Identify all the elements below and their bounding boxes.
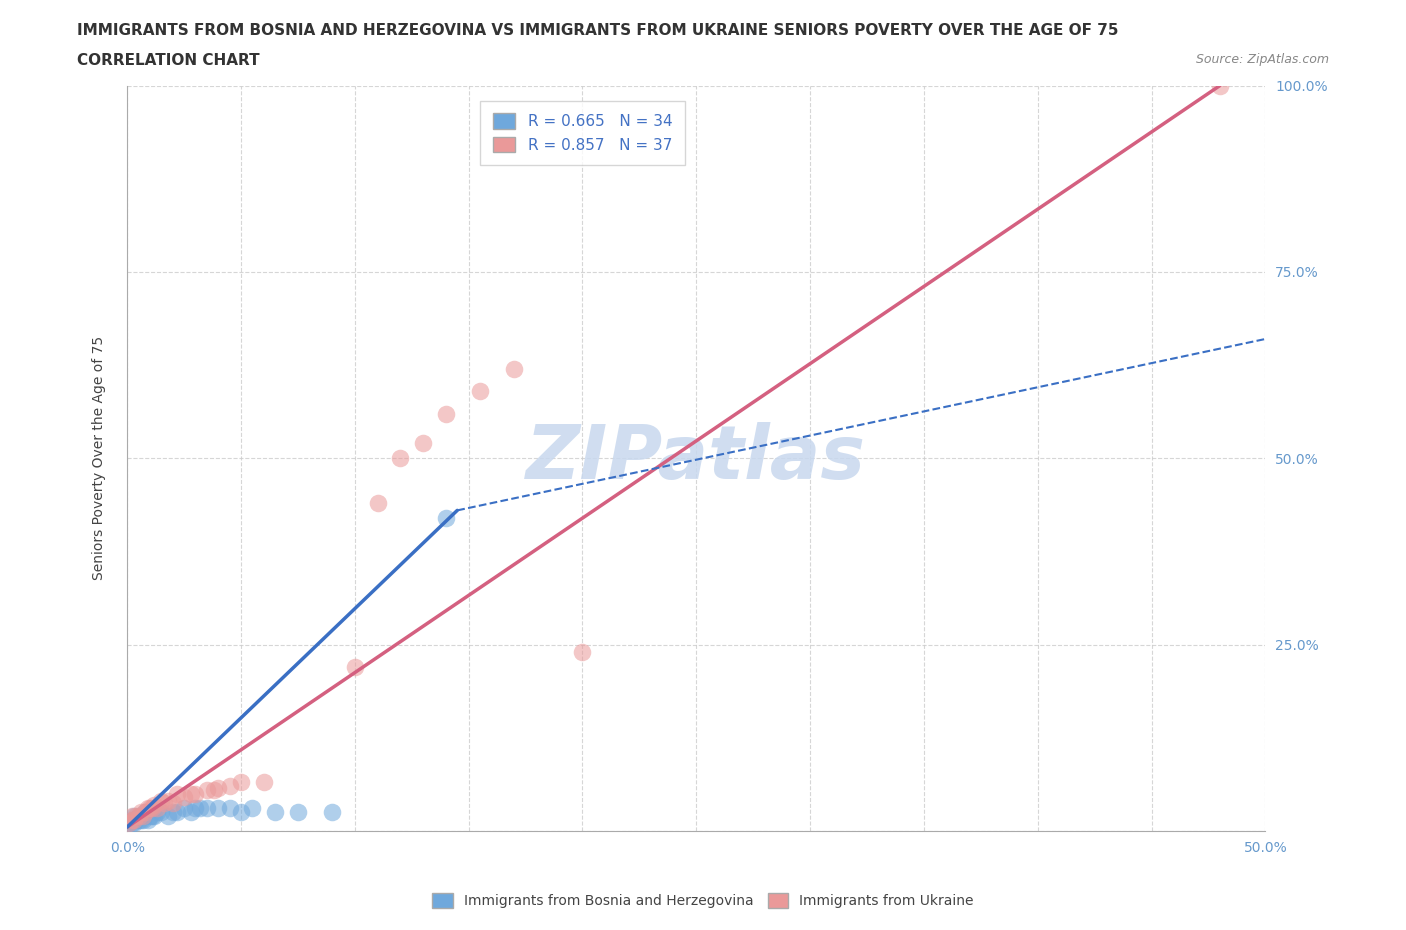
Point xyxy=(571,644,593,659)
Point xyxy=(122,812,145,827)
Point xyxy=(132,812,155,827)
Point xyxy=(389,451,412,466)
Point xyxy=(118,816,141,830)
Point xyxy=(253,775,276,790)
Point xyxy=(180,804,202,819)
Point xyxy=(141,808,163,823)
Point xyxy=(184,801,207,816)
Point xyxy=(264,804,287,819)
Point xyxy=(121,808,143,823)
Point xyxy=(150,793,173,808)
Point xyxy=(157,793,180,808)
Point xyxy=(343,659,366,674)
Point xyxy=(1209,78,1232,93)
Point xyxy=(162,804,184,819)
Legend: R = 0.665   N = 34, R = 0.857   N = 37: R = 0.665 N = 34, R = 0.857 N = 37 xyxy=(481,100,685,165)
Point xyxy=(321,804,343,819)
Point xyxy=(128,808,150,823)
Point xyxy=(207,780,229,795)
Point xyxy=(218,801,240,816)
Point xyxy=(122,808,145,823)
Point xyxy=(166,804,188,819)
Point xyxy=(173,801,195,816)
Point xyxy=(287,804,309,819)
Point xyxy=(125,812,148,827)
Text: IMMIGRANTS FROM BOSNIA AND HERZEGOVINA VS IMMIGRANTS FROM UKRAINE SENIORS POVERT: IMMIGRANTS FROM BOSNIA AND HERZEGOVINA V… xyxy=(77,23,1119,38)
Point xyxy=(129,812,152,827)
Point xyxy=(195,782,218,797)
Text: Source: ZipAtlas.com: Source: ZipAtlas.com xyxy=(1195,53,1329,66)
Point xyxy=(125,808,148,823)
Point xyxy=(122,816,145,830)
Point xyxy=(218,778,240,793)
Point xyxy=(118,816,141,830)
Point xyxy=(145,804,167,819)
Point xyxy=(173,790,195,804)
Point xyxy=(139,801,162,816)
Point xyxy=(128,812,150,827)
Point xyxy=(162,795,184,810)
Point xyxy=(188,801,211,816)
Point xyxy=(150,804,173,819)
Text: ZIPatlas: ZIPatlas xyxy=(526,421,866,495)
Point xyxy=(229,804,252,819)
Point xyxy=(145,801,167,816)
Point xyxy=(434,406,457,421)
Point xyxy=(136,812,159,827)
Point xyxy=(129,804,152,819)
Point xyxy=(468,384,491,399)
Point xyxy=(152,795,174,810)
Point xyxy=(207,801,229,816)
Point xyxy=(134,804,156,819)
Point xyxy=(128,808,150,823)
Point xyxy=(143,808,166,823)
Point xyxy=(240,801,263,816)
Point xyxy=(132,808,155,823)
Point xyxy=(141,801,163,816)
Text: CORRELATION CHART: CORRELATION CHART xyxy=(77,53,260,68)
Point xyxy=(184,786,207,801)
Y-axis label: Seniors Poverty Over the Age of 75: Seniors Poverty Over the Age of 75 xyxy=(93,336,107,580)
Point xyxy=(139,808,162,823)
Point xyxy=(412,436,434,451)
Point xyxy=(367,496,389,511)
Point xyxy=(136,801,159,816)
Point xyxy=(143,797,166,812)
Point xyxy=(434,511,457,525)
Legend: Immigrants from Bosnia and Herzegovina, Immigrants from Ukraine: Immigrants from Bosnia and Herzegovina, … xyxy=(426,888,980,914)
Point xyxy=(180,786,202,801)
Point xyxy=(157,808,180,823)
Point xyxy=(121,812,143,827)
Point xyxy=(166,786,188,801)
Point xyxy=(121,816,143,830)
Point xyxy=(202,782,225,797)
Point xyxy=(229,775,252,790)
Point xyxy=(195,801,218,816)
Point xyxy=(121,812,143,827)
Point xyxy=(132,808,155,823)
Point xyxy=(134,804,156,819)
Point xyxy=(503,362,526,377)
